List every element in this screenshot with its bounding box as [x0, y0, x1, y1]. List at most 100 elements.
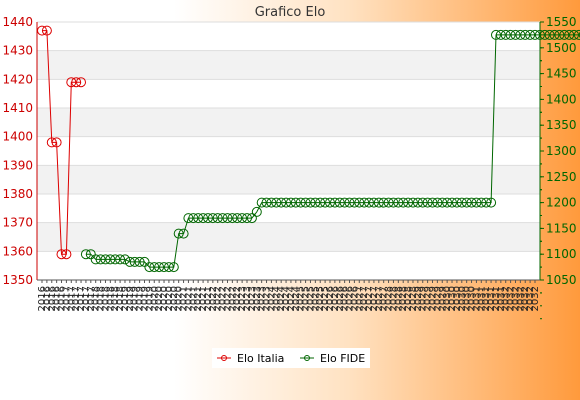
point-elo-fide [183, 213, 194, 224]
point-elo-fide [110, 254, 121, 265]
x-tick-label: 2029 [418, 286, 429, 311]
point-elo-fide [149, 262, 160, 273]
right-tick-label: 1550 [546, 15, 577, 29]
plot-band [37, 251, 540, 280]
x-tick-label: 2020 [154, 286, 165, 311]
x-tick-label: 2028 [398, 286, 409, 311]
point-elo-fide [378, 197, 389, 208]
x-tick-label: 2022 [208, 286, 219, 311]
point-elo-fide [530, 29, 540, 40]
point-elo-fide [246, 213, 257, 224]
x-tick-label: 2022 [227, 286, 238, 311]
point-elo-fide [320, 197, 331, 208]
x-tick-label: 2016 [52, 286, 63, 311]
x-tick-label: 2027 [374, 286, 385, 311]
x-tick-label: 2024 [276, 286, 287, 311]
point-elo-fide [276, 197, 287, 208]
point-elo-fide [549, 29, 560, 40]
x-tick-label: 2025 [315, 286, 326, 311]
right-tick-label: 1150 [546, 221, 577, 235]
point-elo-fide [232, 213, 243, 224]
right-tick-label: 1200 [546, 196, 577, 210]
x-tick-label: 2021 [203, 286, 214, 311]
x-tick-label: 2027 [359, 286, 370, 311]
point-elo-fide [368, 197, 379, 208]
right-tick-label: 1400 [546, 92, 577, 106]
point-elo-fide [427, 197, 438, 208]
x-tick-label: 2019 [140, 286, 151, 311]
x-tick-label: 2025 [310, 286, 321, 311]
point-elo-fide [476, 197, 487, 208]
point-elo-fide [573, 29, 580, 40]
x-tick-label: 2016 [37, 286, 48, 311]
point-elo-fide [388, 197, 399, 208]
x-tick-label: 2023 [257, 286, 268, 311]
point-elo-italia [76, 77, 86, 88]
x-tick-label: 2027 [379, 286, 390, 311]
x-tick-label: 2022 [213, 286, 224, 311]
x-tick-label: 2016 [42, 286, 53, 311]
point-elo-fide [525, 29, 536, 40]
legend: Elo Italia Elo FIDE [212, 348, 370, 368]
x-tick-label: 2029 [423, 286, 434, 311]
x-tick-label: 2030 [467, 286, 478, 311]
point-elo-fide [159, 262, 169, 273]
point-elo-fide [188, 213, 199, 224]
point-elo-fide [310, 197, 321, 208]
x-tick-label: 2025 [301, 286, 312, 311]
x-tick-label: 2031 [476, 286, 487, 311]
x-tick-label: 2021 [198, 286, 209, 311]
point-elo-fide [266, 197, 277, 208]
plot-background [37, 22, 540, 280]
point-elo-italia [61, 249, 72, 260]
point-elo-fide [154, 262, 165, 273]
point-elo-fide [285, 197, 296, 208]
x-tick-label: 2032 [506, 286, 517, 311]
x-tick-label: 2028 [384, 286, 395, 311]
left-tick-label: 1380 [2, 187, 33, 201]
x-tick-label: 2025 [320, 286, 331, 311]
x-tick-label: 2021 [179, 286, 190, 311]
x-tick-label: 2031 [481, 286, 492, 311]
x-tick-label: 2028 [393, 286, 404, 311]
x-tick-label: 2027 [354, 286, 365, 311]
point-elo-fide [129, 256, 140, 267]
point-elo-italia [66, 77, 77, 88]
point-elo-fide [315, 197, 326, 208]
x-tick-label: 2022 [222, 286, 233, 311]
point-elo-fide [334, 197, 345, 208]
x-tick-label: 2026 [345, 286, 356, 311]
x-tick-label: 2023 [252, 286, 263, 311]
point-elo-fide [403, 197, 414, 208]
point-elo-fide [329, 197, 340, 208]
point-elo-fide [554, 29, 565, 40]
right-tick-label: 1100 [546, 247, 577, 261]
x-tick-label: 2016 [57, 286, 68, 311]
point-elo-fide [393, 197, 404, 208]
legend-marker-elo-italia [221, 355, 227, 361]
plot-band [37, 108, 540, 137]
x-tick-label: 2019 [144, 286, 155, 311]
point-elo-fide [564, 29, 575, 40]
series-layer [37, 25, 580, 273]
legend-label-elo-italia: Elo Italia [237, 352, 284, 365]
point-elo-fide [178, 228, 189, 239]
chart-title: Grafico Elo [255, 5, 326, 20]
x-tick-label: 2026 [335, 286, 346, 311]
point-elo-fide [281, 197, 292, 208]
x-tick-label: 2025 [305, 286, 316, 311]
point-elo-fide [134, 256, 145, 267]
x-tick-label: 2019 [130, 286, 141, 311]
x-tick-label: 2024 [286, 286, 297, 311]
point-elo-fide [207, 213, 218, 224]
x-tick-label: 2032 [501, 286, 512, 311]
x-tick-label: 2018 [110, 286, 121, 311]
point-elo-fide [203, 213, 213, 224]
x-tick-label: 2023 [237, 286, 248, 311]
point-elo-fide [383, 197, 394, 208]
x-tick-label: 2032 [510, 286, 521, 311]
x-tick-label: 2023 [247, 286, 258, 311]
plot-band [37, 22, 540, 51]
x-tick-label: 2028 [408, 286, 419, 311]
